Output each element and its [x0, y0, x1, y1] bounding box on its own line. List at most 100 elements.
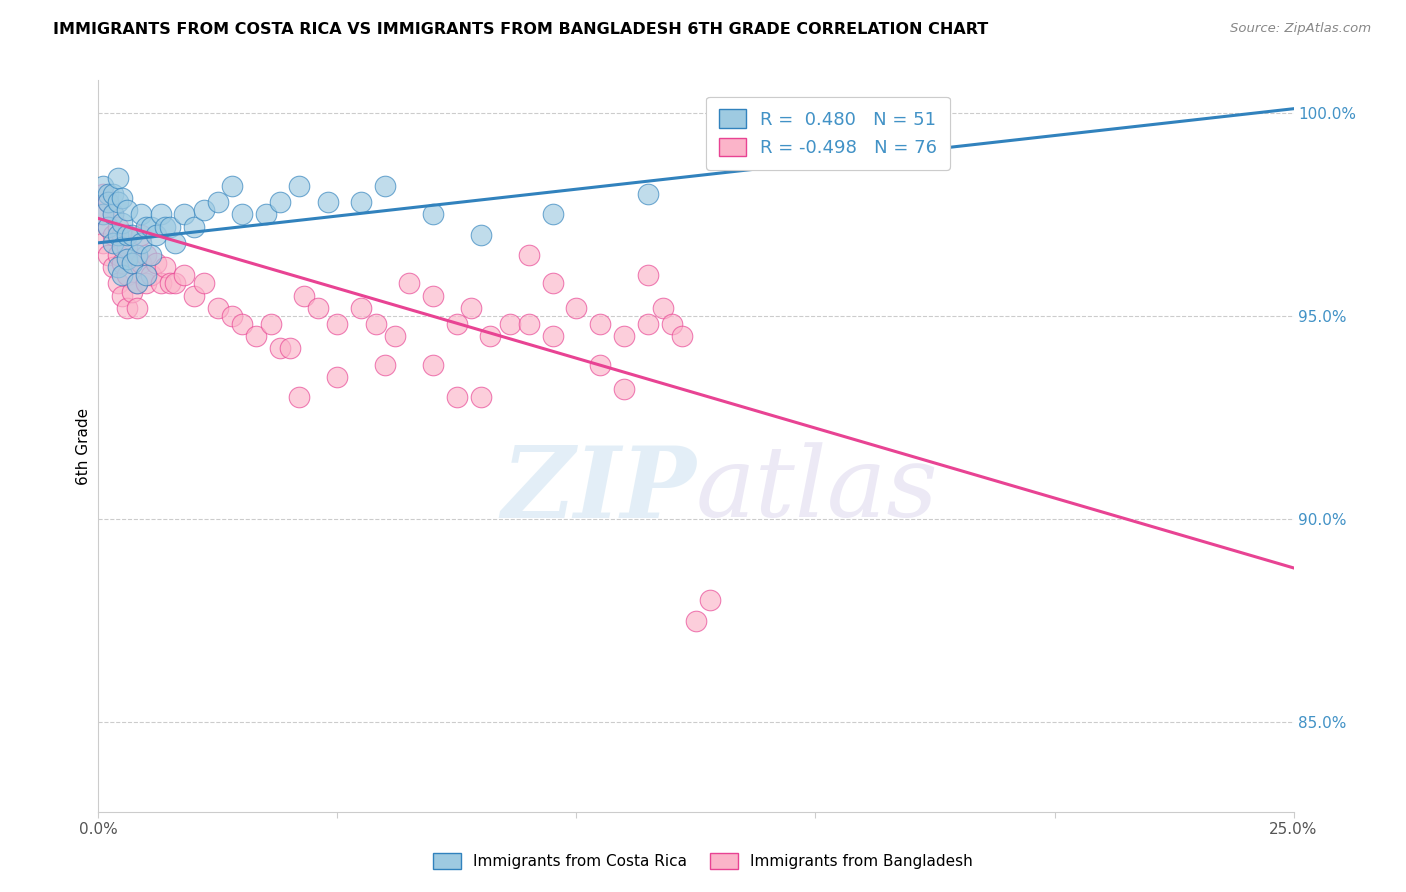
Point: [565, 301, 588, 315]
Point: [101, 207, 124, 221]
Point: [139, 268, 162, 283]
Point: [111, 240, 134, 254]
Point: [685, 614, 707, 628]
Point: [193, 277, 215, 291]
Point: [135, 277, 157, 291]
Point: [173, 268, 195, 283]
Point: [637, 317, 659, 331]
Point: [107, 248, 129, 262]
Point: [101, 235, 124, 250]
Point: [288, 390, 311, 404]
Point: [91, 235, 114, 250]
Point: [292, 288, 315, 302]
Point: [288, 178, 311, 193]
Point: [159, 277, 181, 291]
Point: [97, 187, 120, 202]
Point: [115, 252, 138, 266]
Point: [326, 370, 349, 384]
Point: [135, 248, 157, 262]
Point: [541, 329, 564, 343]
Point: [269, 195, 291, 210]
Point: [107, 170, 129, 185]
Point: [145, 256, 167, 270]
Point: [125, 248, 148, 262]
Point: [326, 317, 349, 331]
Point: [149, 207, 172, 221]
Point: [125, 277, 148, 291]
Point: [699, 593, 721, 607]
Point: [111, 256, 134, 270]
Point: [101, 260, 124, 275]
Point: [97, 195, 120, 210]
Point: [637, 187, 659, 202]
Point: [517, 317, 540, 331]
Point: [121, 256, 143, 270]
Point: [107, 277, 129, 291]
Point: [221, 178, 243, 193]
Point: [125, 301, 148, 315]
Point: [111, 227, 134, 242]
Point: [145, 227, 167, 242]
Point: [101, 207, 124, 221]
Point: [101, 227, 124, 242]
Point: [97, 248, 120, 262]
Point: [350, 195, 373, 210]
Point: [269, 342, 291, 356]
Point: [541, 207, 564, 221]
Point: [155, 260, 177, 275]
Point: [115, 203, 138, 218]
Point: [139, 248, 162, 262]
Text: atlas: atlas: [696, 442, 939, 538]
Point: [131, 235, 153, 250]
Point: [159, 219, 181, 234]
Point: [852, 134, 875, 148]
Point: [422, 358, 444, 372]
Point: [131, 207, 153, 221]
Text: IMMIGRANTS FROM COSTA RICA VS IMMIGRANTS FROM BANGLADESH 6TH GRADE CORRELATION C: IMMIGRANTS FROM COSTA RICA VS IMMIGRANTS…: [53, 22, 988, 37]
Text: ZIP: ZIP: [501, 442, 696, 538]
Point: [364, 317, 387, 331]
Point: [139, 219, 162, 234]
Point: [107, 227, 129, 242]
Point: [374, 178, 396, 193]
Point: [115, 268, 138, 283]
Point: [155, 219, 177, 234]
Point: [470, 390, 492, 404]
Point: [91, 178, 114, 193]
Point: [111, 191, 134, 205]
Y-axis label: 6th Grade: 6th Grade: [76, 408, 91, 484]
Point: [207, 195, 229, 210]
Point: [131, 227, 153, 242]
Point: [307, 301, 329, 315]
Point: [115, 240, 138, 254]
Text: Source: ZipAtlas.com: Source: ZipAtlas.com: [1230, 22, 1371, 36]
Point: [91, 187, 114, 202]
Point: [498, 317, 520, 331]
Point: [470, 227, 492, 242]
Point: [173, 207, 195, 221]
Point: [479, 329, 502, 343]
Point: [422, 288, 444, 302]
Point: [125, 277, 148, 291]
Point: [121, 285, 143, 299]
Point: [517, 248, 540, 262]
Point: [111, 288, 134, 302]
Point: [637, 268, 659, 283]
Point: [651, 301, 673, 315]
Point: [671, 329, 693, 343]
Point: [115, 227, 138, 242]
Point: [193, 203, 215, 218]
Point: [446, 390, 468, 404]
Point: [422, 207, 444, 221]
Point: [163, 235, 186, 250]
Point: [121, 227, 143, 242]
Point: [97, 219, 120, 234]
Point: [231, 317, 253, 331]
Point: [278, 342, 301, 356]
Point: [183, 219, 205, 234]
Legend: Immigrants from Costa Rica, Immigrants from Bangladesh: Immigrants from Costa Rica, Immigrants f…: [427, 847, 979, 875]
Point: [384, 329, 406, 343]
Point: [149, 277, 172, 291]
Point: [107, 219, 129, 234]
Point: [446, 317, 468, 331]
